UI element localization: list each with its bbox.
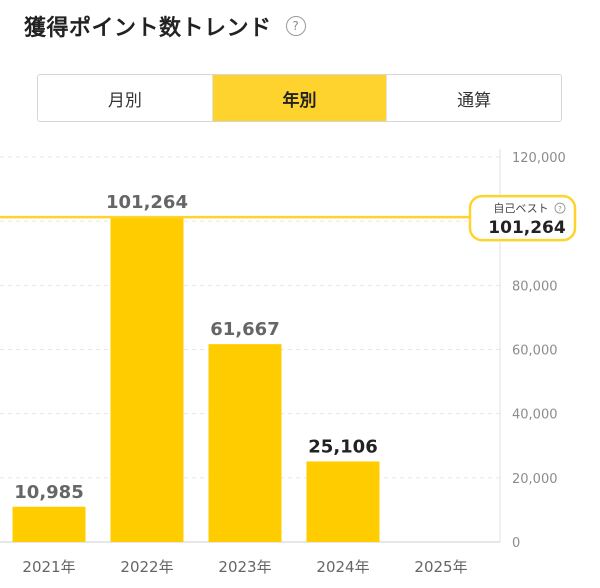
y-tick-label: 60,000 [512, 344, 558, 359]
y-tick-label: 120,000 [512, 151, 566, 166]
personal-best-value: 101,264 [488, 218, 566, 238]
x-tick-label: 2024年 [316, 558, 369, 576]
page-title: 獲得ポイント数トレンド [24, 16, 272, 41]
bar-value-label: 61,667 [210, 319, 279, 340]
personal-best-label: 自己ベスト [493, 202, 548, 215]
y-tick-label: 20,000 [512, 472, 558, 487]
bar-2023年[interactable] [208, 344, 282, 542]
tab-monthly[interactable]: 月別 [38, 75, 212, 121]
help-question-icon[interactable]: ? [285, 16, 306, 36]
bar-2024年[interactable] [306, 461, 380, 542]
bar-2022年[interactable] [110, 217, 184, 542]
x-tick-label: 2025年 [414, 558, 467, 576]
x-tick-label: 2022年 [120, 558, 173, 576]
tab-yearly[interactable]: 年別 [211, 75, 387, 121]
y-tick-label: 80,000 [512, 279, 558, 294]
x-tick-label: 2023年 [218, 558, 271, 576]
header: 獲得ポイント数トレンド ? [24, 8, 306, 44]
question-mark-glyph: ? [558, 205, 562, 213]
tab-label: 年別 [282, 90, 317, 111]
tab-label: 通算 [457, 90, 492, 111]
tab-label: 月別 [107, 90, 142, 111]
tab-total[interactable]: 通算 [386, 75, 561, 121]
y-tick-label: 40,000 [512, 408, 558, 423]
bar-value-label: 10,985 [14, 482, 83, 503]
bar-value-label: 101,264 [106, 192, 188, 213]
bar-2021年[interactable] [12, 506, 86, 542]
personal-best-badge[interactable] [468, 194, 577, 242]
y-tick-label: 0 [512, 536, 520, 551]
bar-value-label: 25,106 [308, 436, 377, 457]
x-tick-label: 2021年 [22, 558, 75, 576]
question-circle-icon[interactable] [554, 202, 566, 214]
period-tabs: 月別 年別 通算 [37, 74, 562, 122]
